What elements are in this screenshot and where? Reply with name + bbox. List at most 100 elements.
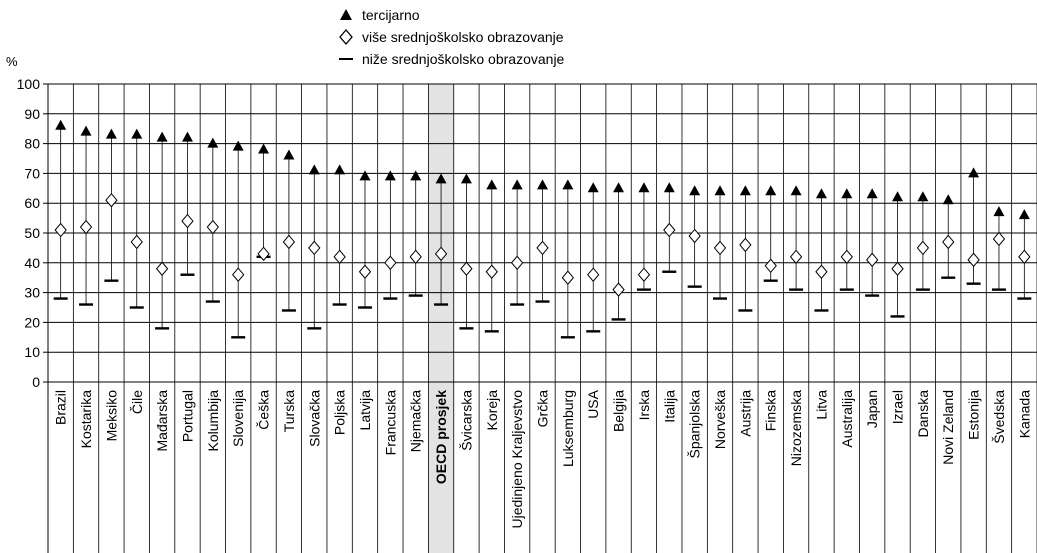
marker-vise-njemacka [409,249,422,265]
y-tick-label-10: 10 [24,344,40,360]
category-label-njemacka: Njemačka [408,390,424,452]
category-label-italija: Italija [661,390,677,423]
category-label-oecd-prosjek: OECD prosjek [433,390,449,484]
marker-vise-ceska [257,246,270,262]
category-label-poljska: Poljska [332,390,348,435]
marker-tercijarno-grcka [537,179,548,190]
marker-vise-novi-zeland [942,234,955,250]
marker-tercijarno-kolumbija [207,137,219,148]
marker-vise-latvija [358,264,372,280]
marker-tercijarno-svicarska [460,173,472,184]
marker-tercijarno-usa [587,182,599,193]
category-label-austrija: Austrija [737,390,753,437]
marker-tercijarno-belgija [613,182,625,193]
marker-tercijarno-brazil [55,119,67,130]
y-tick-label-20: 20 [24,314,40,330]
marker-tercijarno-oecd-prosjek [435,173,447,184]
marker-vise-grcka [536,240,549,256]
category-label-estonija: Estonija [966,390,982,440]
category-label-nizozemska: Nizozemska [788,390,804,466]
marker-tercijarno-irska [638,182,650,193]
marker-vise-slovenija [232,267,245,282]
marker-tercijarno-svedska [993,206,1005,217]
marker-vise-litva [815,264,828,280]
marker-tercijarno-madarska [156,131,168,142]
marker-vise-norveska [713,240,727,256]
category-label-cile: Čile [129,390,145,414]
marker-vise-danska [916,240,930,256]
marker-tercijarno-latvija [359,170,371,181]
category-label-francuska: Francuska [382,390,398,456]
marker-vise-meksiko [105,192,118,208]
legend-label-nize-srednjoskolsko: niže srednjoškolsko obrazovanje [362,51,565,67]
marker-vise-belgija [612,282,625,297]
marker-tercijarno-japan [866,188,878,199]
marker-vise-oecd-prosjek [434,246,448,262]
marker-vise-kostarika [79,219,93,235]
marker-tercijarno-slovenija [232,140,244,151]
marker-vise-poljska [333,249,346,265]
category-label-litva: Litva [813,390,829,420]
marker-vise-francuska [384,255,397,271]
category-label-latvija: Latvija [357,390,373,431]
category-label-usa: USA [585,389,601,418]
category-label-koreja: Koreja [484,390,500,431]
legend-label-tercijarno: tercijarno [362,7,420,23]
marker-tercijarno-kostarika [80,125,92,136]
marker-tercijarno-nizozemska [790,185,802,196]
marker-tercijarno-portugal [181,131,193,142]
marker-vise-madarska [155,261,169,277]
marker-tercijarno-litva [815,188,827,199]
marker-tercijarno-ceska [258,143,270,154]
marker-tercijarno-norveska [714,185,726,196]
category-label-japan: Japan [864,390,880,428]
category-label-kolumbija: Kolumbija [205,390,221,452]
category-label-belgija: Belgija [611,390,627,432]
marker-vise-kolumbija [206,219,219,235]
legend-item-vise-srednjoskolsko: više srednjoškolsko obrazovanje [338,26,564,48]
legend-item-nize-srednjoskolsko: niže srednjoškolsko obrazovanje [338,48,564,70]
marker-tercijarno-meksiko [105,128,117,139]
category-label-australija: Australija [839,390,855,448]
marker-vise-usa [587,267,600,282]
marker-vise-portugal [181,213,194,229]
highlight-column [428,84,454,553]
marker-tercijarno-austrija [739,185,751,196]
category-label-portugal: Portugal [179,390,195,442]
category-label-svicarska: Švicarska [458,390,474,451]
marker-vise-koreja [485,264,498,280]
legend-label-vise-srednjoskolsko: više srednjoškolsko obrazovanje [362,29,564,45]
category-label-slovacka: Slovačka [306,390,322,447]
marker-tercijarno-turska [283,149,295,160]
marker-vise-italija [663,222,676,238]
y-tick-label-100: 100 [17,76,41,92]
marker-tercijarno-koreja [486,179,498,190]
marker-tercijarno-njemacka [410,170,422,181]
marker-vise-estonija [967,252,980,268]
category-label-spanjolska: Španjolska [687,390,703,459]
marker-vise-nizozemska [789,249,803,265]
category-label-kanada: Kanada [1016,390,1032,438]
category-label-madarska: Mađarska [154,390,170,452]
marker-tercijarno-luksemburg [562,179,574,190]
category-label-brazil: Brazil [53,390,69,425]
marker-vise-svedska [992,231,1006,247]
category-label-ceska: Češka [256,390,272,430]
marker-vise-cile [130,234,143,250]
y-tick-label-50: 50 [24,225,40,241]
marker-tercijarno-francuska [384,170,396,181]
marker-vise-irska [637,267,651,282]
marker-tercijarno-danska [917,191,929,202]
marker-vise-izrael [891,261,904,277]
dash-marker-icon [339,58,353,60]
category-label-izrael: Izrael [890,390,906,424]
category-label-grcka: Grčka [535,390,551,428]
legend-item-tercijarno: tercijarno [338,4,564,26]
y-tick-label-80: 80 [24,136,40,152]
marker-vise-spanjolska [688,228,701,244]
marker-vise-svicarska [460,261,473,277]
category-label-danska: Danska [915,390,931,438]
marker-tercijarno-ujedinjeno-kraljevstvo [511,179,523,190]
marker-tercijarno-australija [841,188,853,199]
